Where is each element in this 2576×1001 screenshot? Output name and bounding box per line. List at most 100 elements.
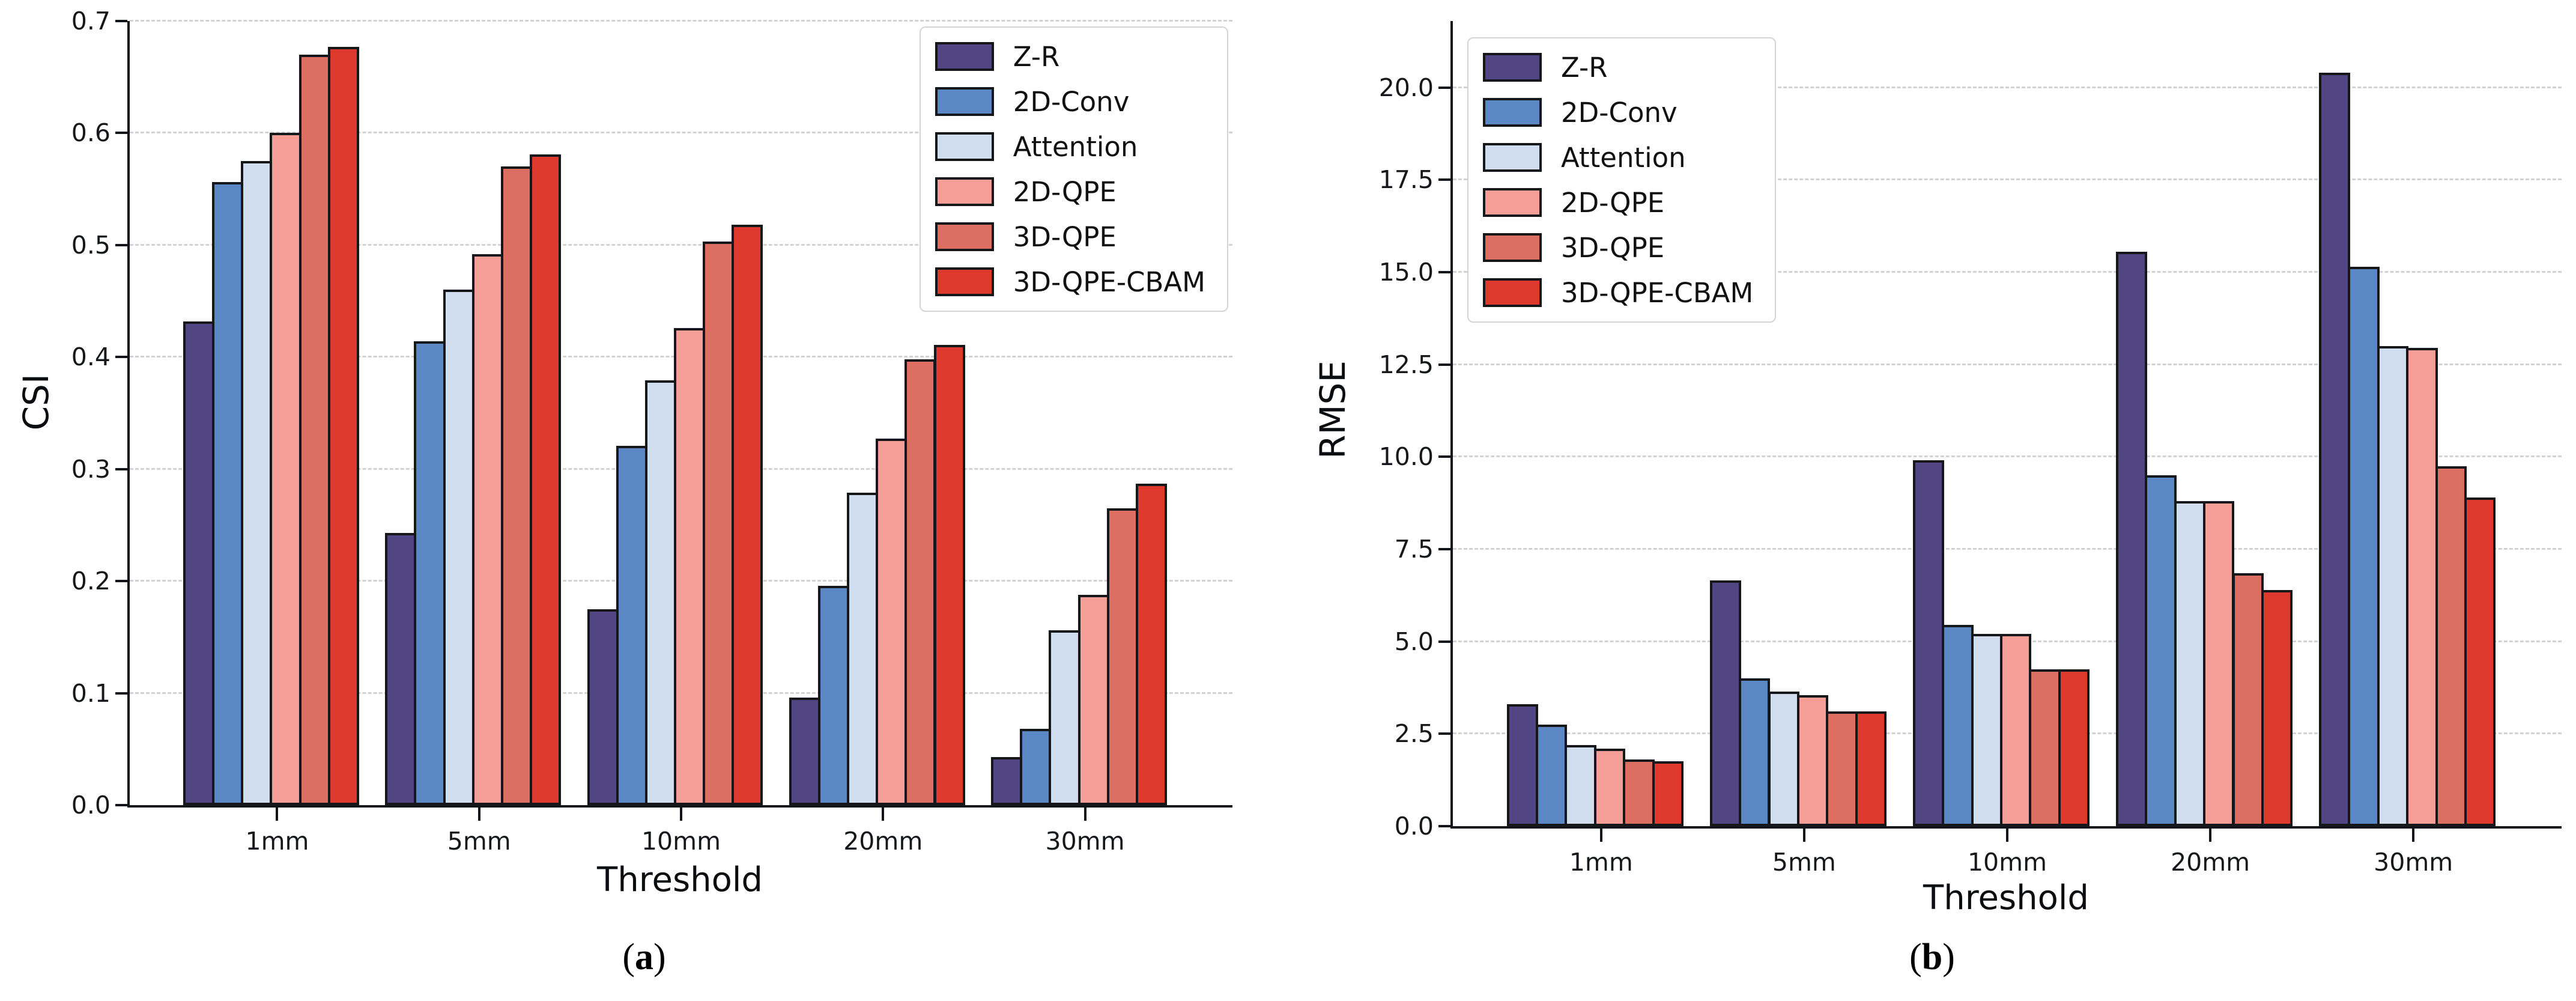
bar-2d-conv-5mm [414, 341, 446, 805]
x-tick [882, 808, 885, 821]
y-tick [115, 243, 127, 246]
bar-2d-qpe-20mm [876, 439, 908, 805]
legend-label: 3D-QPE [1013, 221, 1117, 253]
bar-3d-qpe-cbam-10mm [732, 225, 763, 805]
legend-item-2d-conv: 2D-Conv [935, 87, 1205, 116]
x-tick-label: 10mm [641, 827, 721, 856]
caption-b: (b) [1288, 936, 2576, 979]
caption-letter: a [635, 937, 653, 978]
caption-paren-open: ( [622, 937, 635, 978]
legend-label: 2D-Conv [1561, 96, 1677, 129]
x-tick [2412, 829, 2415, 842]
y-axis-label-rmse: RMSE [1312, 361, 1353, 459]
legend-label: Z-R [1013, 40, 1060, 73]
legend-label: Attention [1561, 141, 1686, 174]
bar-attention-10mm [644, 380, 676, 805]
bar-2d-conv-30mm [1020, 729, 1052, 805]
x-tick [1083, 808, 1086, 821]
y-tick [115, 356, 127, 359]
x-tick [477, 808, 480, 821]
y-tick [1438, 640, 1450, 643]
bar-3d-qpe-cbam-20mm [933, 344, 965, 805]
x-tick-label: 30mm [2374, 848, 2453, 877]
x-axis-label-threshold: Threshold [597, 860, 763, 899]
y-tick-label: 0.0 [1394, 812, 1434, 841]
y-tick [1438, 825, 1450, 827]
panel-rmse: RMSE 0.0 2.5 5.0 7.5 10.0 12.5 15.0 17.5 20.0 1mm… [1288, 0, 2576, 1001]
legend-label: 3D-QPE-CBAM [1561, 276, 1754, 309]
y-tick [115, 132, 127, 135]
legend-swatch-z-r [935, 42, 994, 71]
bar-2d-conv-5mm [1739, 678, 1771, 826]
grid-line [130, 20, 1232, 22]
grid-line [1453, 363, 2562, 365]
bar-3d-qpe-30mm [2435, 466, 2467, 826]
y-tick [115, 804, 127, 806]
bar-3d-qpe-5mm [500, 166, 532, 805]
grid-line [1453, 270, 2562, 273]
bar-z-r-30mm [991, 756, 1023, 805]
bar-2d-qpe-5mm [471, 254, 503, 805]
x-tick [680, 808, 682, 821]
x-tick [1599, 829, 1602, 842]
y-tick-label: 5.0 [1394, 627, 1434, 656]
y-tick [115, 20, 127, 22]
caption-paren-open: ( [1909, 937, 1922, 978]
x-tick [276, 808, 279, 821]
bar-2d-conv-20mm [818, 585, 850, 805]
legend-swatch-2d-conv [1483, 98, 1542, 127]
bar-2d-qpe-10mm [2000, 634, 2032, 826]
x-tick-label: 20mm [843, 827, 923, 856]
grid-line [1453, 548, 2562, 550]
legend-swatch-2d-conv [935, 87, 994, 116]
bar-z-r-30mm [2318, 73, 2351, 826]
bar-2d-conv-10mm [616, 445, 647, 805]
bar-attention-20mm [2174, 501, 2206, 826]
panel-csi: CSI 0.0 0.1 0.2 0.3 0.4 0.5 0.6 0.7 1mm 5mm 10mm 20… [16, 7, 1232, 978]
bar-3d-qpe-10mm [2029, 669, 2061, 826]
legend-swatch-z-r [1483, 53, 1542, 82]
y-tick-label: 0.0 [71, 791, 111, 820]
x-tick-label: 10mm [1967, 848, 2047, 877]
bar-z-r-1mm [183, 321, 215, 805]
x-tick-label: 30mm [1045, 827, 1125, 856]
legend-item-3d-qpe-cbam: 3D-QPE-CBAM [1483, 278, 1753, 307]
bar-z-r-20mm [2115, 252, 2148, 826]
legend-label: 2D-QPE [1561, 186, 1665, 219]
x-tick [1802, 829, 1805, 842]
y-tick-label: 0.2 [71, 567, 111, 596]
grid-line [1453, 178, 2562, 181]
legend-swatch-3d-qpe-cbam [1483, 278, 1542, 307]
y-tick [1438, 363, 1450, 366]
bar-z-r-20mm [789, 698, 820, 805]
bar-attention-5mm [443, 290, 474, 805]
legend-item-z-r: Z-R [1483, 53, 1753, 82]
bar-3d-qpe-cbam-30mm [2464, 497, 2496, 826]
y-tick-label: 2.5 [1394, 719, 1434, 749]
bar-attention-1mm [1565, 744, 1596, 826]
legend-item-2d-conv: 2D-Conv [1483, 98, 1753, 127]
bar-2d-qpe-1mm [1593, 748, 1626, 826]
y-tick-label: 0.4 [71, 342, 111, 372]
legend-swatch-2d-qpe [1483, 188, 1542, 217]
y-tick-label: 0.7 [71, 7, 111, 35]
bar-2d-qpe-1mm [270, 133, 302, 805]
y-tick-label: 12.5 [1378, 350, 1434, 379]
legend-item-attention: Attention [935, 132, 1205, 161]
bar-attention-1mm [241, 161, 273, 805]
legend-item-2d-qpe: 2D-QPE [935, 177, 1205, 206]
bar-3d-qpe-cbam-5mm [1855, 711, 1887, 826]
bar-3d-qpe-10mm [703, 242, 735, 805]
x-tick [2209, 829, 2212, 842]
y-tick [1438, 455, 1450, 458]
x-tick [2006, 829, 2008, 842]
y-tick-label: 0.5 [71, 230, 111, 260]
bar-z-r-5mm [385, 532, 417, 805]
legend-swatch-3d-qpe [1483, 233, 1542, 262]
x-tick-label: 20mm [2171, 848, 2250, 877]
bar-2d-qpe-10mm [674, 327, 706, 805]
bar-attention-5mm [1768, 691, 1799, 826]
y-tick-label: 0.1 [71, 678, 111, 708]
bar-3d-qpe-cbam-1mm [327, 46, 359, 805]
legend-swatch-attention [935, 132, 994, 161]
